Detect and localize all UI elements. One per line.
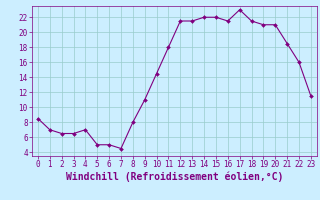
X-axis label: Windchill (Refroidissement éolien,°C): Windchill (Refroidissement éolien,°C) xyxy=(66,172,283,182)
